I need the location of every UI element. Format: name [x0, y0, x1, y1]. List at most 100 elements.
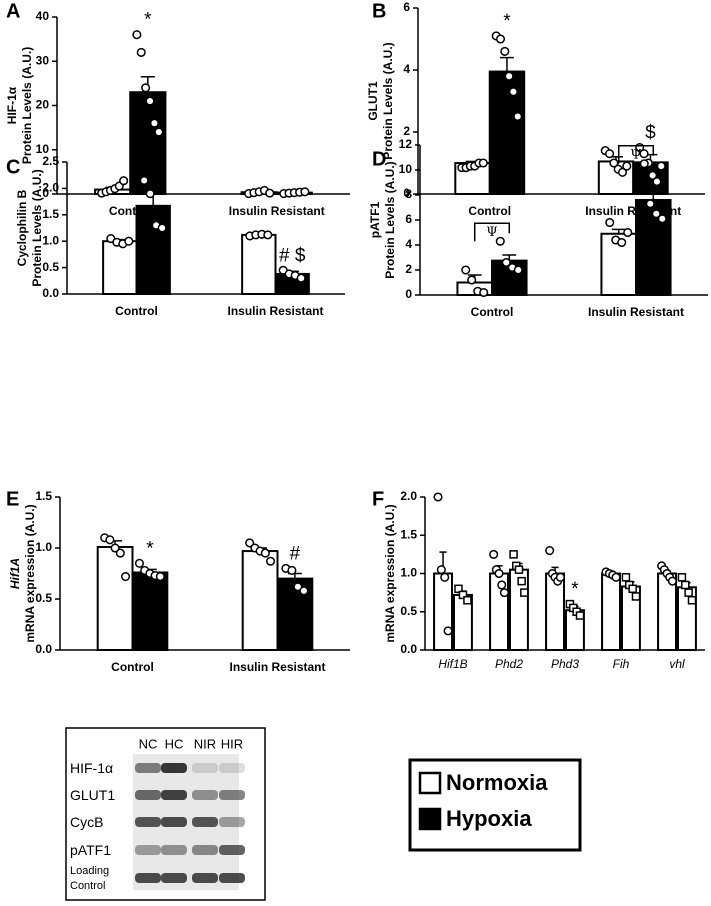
y-tick-label: 0.0 [35, 642, 52, 656]
y-tick-label: 40 [36, 9, 50, 23]
data-point [545, 546, 555, 556]
data-point [617, 237, 627, 248]
data-point [478, 158, 488, 168]
x-tick-label: Insulin Resistant [227, 304, 323, 318]
y-axis-label: GLUT1 [366, 81, 380, 121]
x-tick-label: Insulin Resistant [588, 305, 684, 319]
data-point [489, 549, 499, 559]
blot-band [161, 763, 187, 773]
blot-band [161, 790, 187, 800]
bar [241, 233, 277, 295]
significance-label: * [503, 11, 511, 32]
data-point [149, 118, 159, 128]
panel-letter: E [6, 488, 19, 510]
panel-letter: F [372, 488, 384, 510]
y-tick-label: 6 [405, 212, 412, 226]
data-point [440, 572, 450, 582]
data-point [611, 572, 621, 582]
blot-row-label: pATF1 [70, 842, 111, 858]
data-point [105, 535, 115, 545]
data-point [513, 111, 523, 122]
data-point [639, 159, 649, 169]
data-point [436, 565, 446, 575]
blot-column-label: NC [139, 736, 158, 751]
data-point [504, 71, 514, 81]
panel-letter: C [6, 156, 20, 178]
x-tick-label: Control [111, 660, 154, 674]
x-tick-label: Control [468, 204, 511, 218]
blot-band [161, 873, 187, 883]
x-tick-label: vhl [669, 657, 685, 671]
y-tick-label: 0 [42, 186, 49, 200]
data-point [299, 586, 309, 596]
blot-band [219, 763, 245, 773]
bar [488, 70, 526, 195]
blot-band [219, 873, 245, 883]
x-tick-label: Phd2 [495, 657, 523, 671]
data-point [555, 572, 565, 582]
legend-frame [408, 758, 582, 852]
data-point [575, 611, 585, 620]
data-point [296, 273, 306, 283]
y-tick-label: 1.0 [42, 233, 59, 247]
data-point [605, 217, 615, 228]
x-tick-label: Fih [613, 657, 630, 671]
y-tick-label: 12 [399, 137, 413, 151]
x-tick-label: Insulin Resistant [229, 660, 325, 674]
data-point [622, 161, 632, 171]
y-tick-label: 0.5 [400, 604, 417, 618]
x-tick-label: Phd3 [551, 657, 579, 671]
y-tick-label: 4 [405, 237, 412, 251]
bar [96, 545, 134, 651]
blot-band [192, 817, 218, 827]
data-point [648, 170, 658, 180]
blot-band [219, 845, 245, 855]
bar [135, 204, 171, 296]
significance-label: # [290, 543, 301, 564]
blot-band [135, 763, 161, 773]
blot-band [219, 817, 245, 827]
y-axis-label: Hif1A [8, 558, 22, 589]
y-tick-label: 1.0 [35, 540, 52, 554]
panel-letter: D [372, 148, 386, 170]
x-tick-label: Control [471, 305, 514, 319]
y-tick-label: 2.5 [42, 154, 59, 168]
blot-band [192, 763, 218, 773]
y-tick-label: 4 [403, 62, 410, 76]
y-axis-label: Protein Levels (A.U.) [381, 42, 395, 159]
legend-label: Normoxia [446, 770, 548, 795]
blot-row-label: GLUT1 [70, 787, 116, 803]
data-point [265, 188, 275, 198]
blot-column-label: HIR [221, 736, 243, 751]
data-point [132, 30, 142, 40]
data-point [495, 34, 506, 44]
data-point [454, 584, 463, 594]
data-point [300, 187, 310, 197]
significance-label: # $ [279, 245, 306, 266]
blot-band [135, 873, 161, 883]
bar [241, 550, 279, 651]
panel-letter: B [372, 0, 386, 22]
significance-label: * [571, 579, 579, 600]
blot-band [192, 845, 218, 855]
data-point [124, 236, 134, 246]
data-point [605, 149, 615, 159]
data-point [463, 596, 472, 605]
y-tick-label: 0.5 [42, 260, 59, 274]
x-tick-label: Hif1B [438, 657, 467, 671]
data-point [110, 543, 120, 553]
y-tick-label: 0.0 [400, 642, 417, 656]
significance-label: * [149, 155, 157, 176]
data-point [687, 596, 697, 605]
bar [545, 572, 566, 651]
y-axis-label: Protein Levels (A.U.) [383, 161, 397, 278]
data-point [141, 83, 151, 93]
significance-bracket [617, 145, 655, 164]
y-tick-label: 0 [405, 287, 412, 301]
y-axis-label: mRNA expression (A.U.) [23, 504, 37, 642]
data-point [520, 588, 529, 597]
data-point [115, 548, 125, 558]
y-tick-label: 0.5 [35, 591, 52, 605]
